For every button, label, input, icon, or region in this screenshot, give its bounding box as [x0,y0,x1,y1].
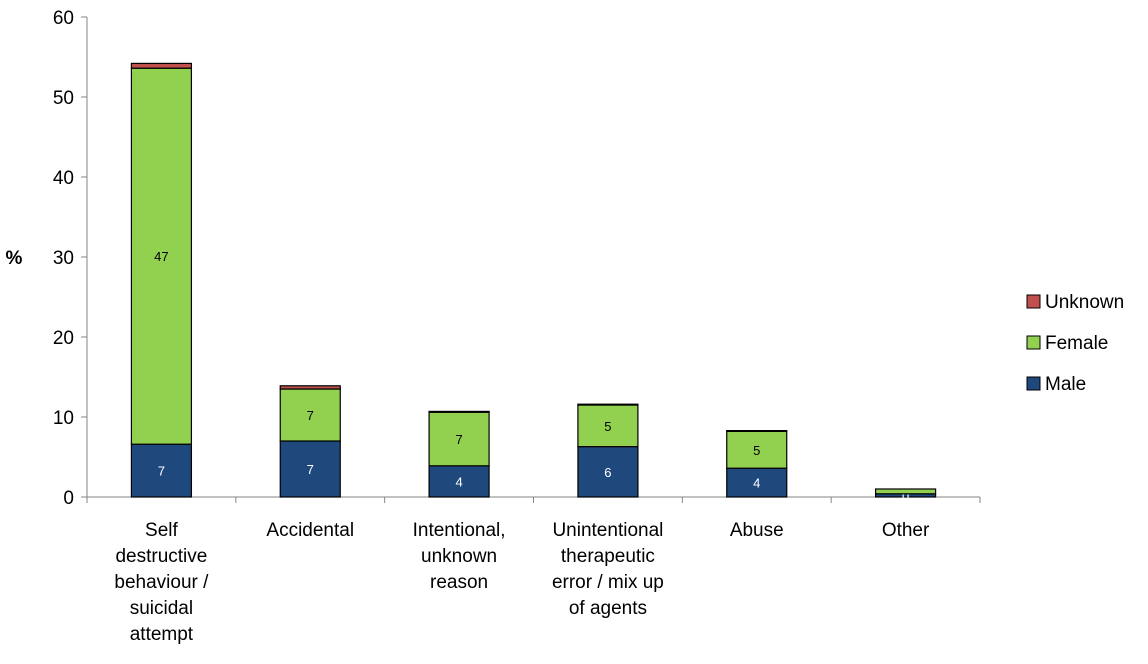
legend-swatch-unknown [1026,294,1041,309]
legend-label-female: Female [1045,333,1108,354]
bar-data-label: 0 [902,488,909,503]
bar-segment-male [428,465,490,498]
y-tick-label: 10 [53,408,74,429]
bar-segment-unknown [130,62,193,69]
x-category-label: Unintentional therapeutic error / mix up of… [552,520,664,619]
y-tick-label: 30 [53,248,74,269]
x-category-label: Abuse [730,520,784,541]
bar-data-label: 7 [307,408,314,423]
bar-segment-unknown [577,403,639,406]
y-tick-label: 40 [53,168,74,189]
bar-segment-female [130,67,193,445]
bar-data-label: 4 [455,474,462,489]
bar-segment-unknown [726,430,788,433]
x-category-label: Self destructive behaviour / suicidal attemp… [114,520,209,645]
bar-data-label: 5 [604,419,611,434]
bar-data-label: 4 [753,476,760,491]
bar-segment-female [874,488,937,495]
bar-segment-female [428,411,490,467]
bar-segment-unknown [428,410,490,413]
bar-segment-female [279,388,341,442]
bar-data-label: 47 [154,249,168,264]
bar-segment-unknown [279,385,341,390]
y-tick-label: 0 [63,488,74,509]
bar-data-label: 7 [158,464,165,479]
bar-segment-male [726,467,788,498]
bar-segment-female [577,404,639,448]
bar-segment-male [279,440,341,498]
bar-data-label: 7 [307,462,314,477]
legend: Unknown Female Male [1026,292,1124,395]
y-tick-label: 50 [53,88,74,109]
legend-label-male: Male [1045,374,1086,395]
bar-data-label: 7 [455,432,462,447]
x-category-label: Intentional, unknown reason [413,520,506,593]
bar-segment-female [726,430,788,469]
legend-swatch-male [1026,376,1041,391]
y-axis-title: % [6,248,23,269]
legend-swatch-female [1026,335,1041,350]
bar-segment-male [130,443,193,498]
x-category-label: Accidental [266,520,354,541]
x-category-label: Other [882,520,930,541]
bar-segment-male [577,446,639,498]
legend-label-unknown: Unknown [1045,292,1124,313]
y-tick-label: 60 [53,8,74,29]
bar-data-label: 6 [604,465,611,480]
bar-data-label: 5 [753,443,760,458]
y-tick-label: 20 [53,328,74,349]
